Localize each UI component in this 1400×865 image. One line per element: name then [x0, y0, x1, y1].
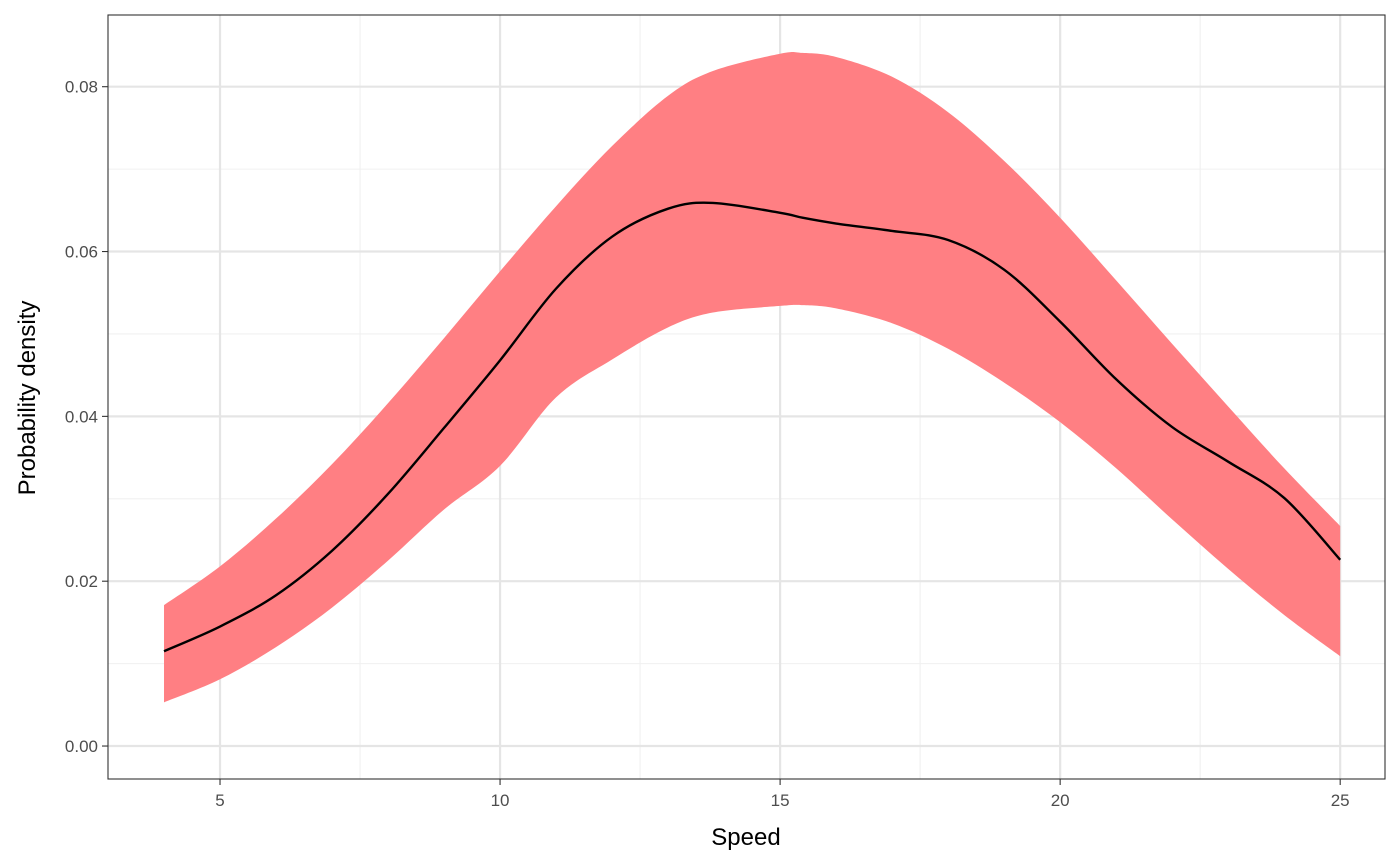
x-tick-label: 25	[1331, 791, 1350, 810]
y-axis-title: Probability density	[14, 301, 41, 496]
x-tick-label: 10	[491, 791, 510, 810]
y-tick-label: 0.00	[65, 737, 98, 756]
plot-border	[107, 14, 1386, 780]
x-axis: 5 10 15 20 25	[215, 779, 1350, 810]
y-tick-label: 0.04	[65, 407, 98, 426]
x-axis-title: Speed	[711, 824, 780, 851]
y-tick-label: 0.08	[65, 78, 98, 97]
y-axis: 0.00 0.02 0.04 0.06 0.08	[65, 78, 108, 756]
y-tick-label: 0.06	[65, 243, 98, 262]
confidence-band	[164, 51, 1341, 703]
density-line	[163, 201, 1342, 653]
x-tick-label: 20	[1051, 791, 1070, 810]
x-tick-label: 15	[771, 791, 790, 810]
x-tick-label: 5	[215, 791, 224, 810]
y-tick-label: 0.02	[65, 572, 98, 591]
